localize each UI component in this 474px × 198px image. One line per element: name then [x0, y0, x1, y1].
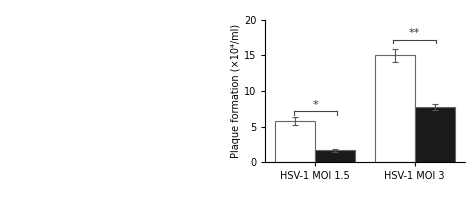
Text: *: * — [312, 100, 318, 110]
Bar — [275, 121, 315, 162]
Bar — [415, 107, 455, 162]
Bar — [375, 55, 415, 162]
Bar — [315, 150, 355, 162]
Y-axis label: Plaque formation (×10⁴/ml): Plaque formation (×10⁴/ml) — [231, 24, 241, 158]
Text: **: ** — [409, 28, 420, 38]
